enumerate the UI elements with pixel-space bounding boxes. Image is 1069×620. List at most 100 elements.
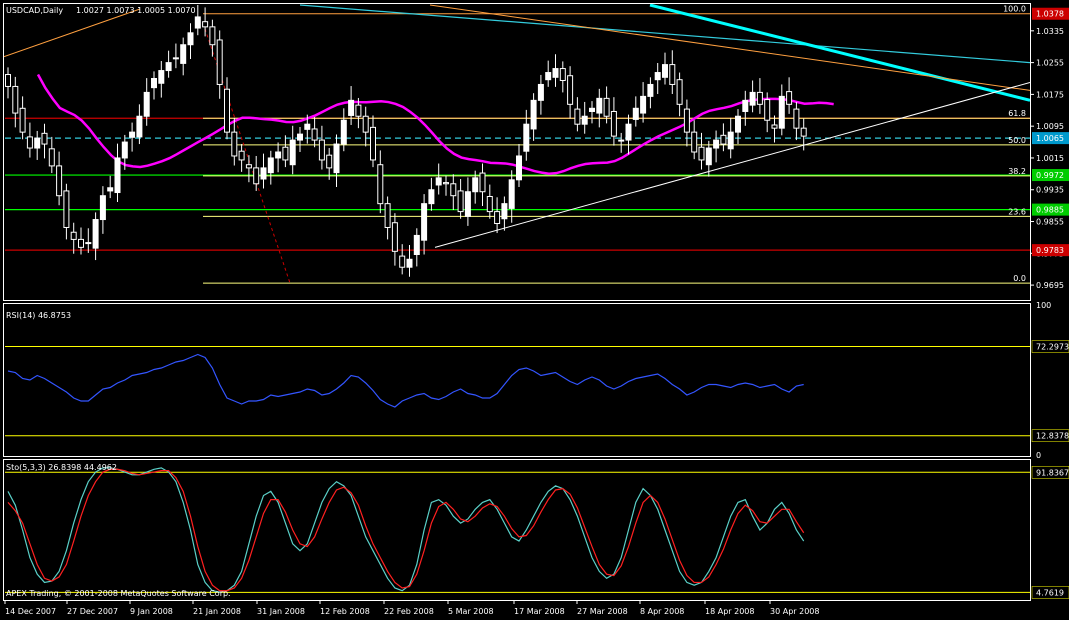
candle-body [581,115,588,125]
time-axis-label: 5 Mar 2008 [448,607,494,616]
candle-body [662,64,668,78]
price-axis-label: 0.9855 [1036,218,1064,227]
candle-body [63,190,70,228]
candle-body [764,99,771,121]
time-axis-label: 30 Apr 2008 [770,607,819,616]
price-axis-label: 0.9935 [1036,186,1064,195]
candle-body [413,234,420,256]
stoch-title: Sto(5,3,3) 26.8398 44.4962 [6,463,117,472]
time-axis-label: 17 Mar 2008 [514,607,565,616]
time-axis-label: 31 Jan 2008 [257,607,305,616]
stoch-panel[interactable] [3,459,1031,601]
candle-body [289,139,296,166]
candle-body [676,79,683,105]
candle-body [260,167,267,180]
candle-body [610,110,617,137]
rsi-axis-label: 72.2973 [1036,343,1069,352]
fib-level-label: 0.0 [1013,274,1026,283]
candle-body [421,203,428,241]
stoch-main-line [7,467,805,593]
candle-body [194,16,201,29]
candle-body [311,128,318,141]
candle-body [172,57,179,60]
candle-body [12,85,19,114]
candle-body [399,255,406,268]
candle-body [596,97,603,114]
rsi-title: RSI(14) 46.8753 [6,311,71,320]
candle-body [326,154,333,169]
fib-level-label: 61.8 [1008,109,1026,118]
candle-body [800,127,807,137]
price-axis-label: 1.0175 [1036,90,1064,99]
time-axis-label: 8 Apr 2008 [640,607,684,616]
candle-body [486,195,493,213]
candle-body [165,62,172,72]
price-panel[interactable] [3,3,1031,301]
rsi-level-tag-bg [1031,340,1069,353]
time-axis-label: 21 Jan 2008 [193,607,241,616]
chart-header-ohlc: 1.0027 1.0073 1.0005 1.0070 [76,6,196,15]
candle-body [391,222,398,252]
candle-body [282,146,289,161]
stoch-axis-label: 91.8367 [1036,468,1069,477]
rsi-line [7,353,804,408]
candle-body [749,91,756,106]
price-axis-label: 1.0335 [1036,27,1064,36]
candle-body [245,164,252,169]
rsi-axis-label: 0 [1036,451,1041,460]
candle-body [552,68,559,78]
candle-body [691,131,698,153]
price-tag-bg [1032,132,1069,145]
candle-body [625,123,632,141]
candle-body [428,189,435,205]
rsi-panel[interactable] [3,303,1031,457]
candle-body [26,136,33,149]
chart-header-symbol: USDCAD,Daily [6,6,63,15]
fib-level-label: 50.0 [1008,136,1026,145]
candle-body [370,126,376,161]
candle-body [574,108,581,125]
candle-body [209,26,216,46]
candle-body [464,191,471,217]
candle-body [494,211,501,225]
rsi-axis-label: 12.8378 [1036,432,1069,441]
price-axis-label: 1.0095 [1036,122,1064,131]
price-tag-bg [1032,244,1069,257]
candle-body [56,165,63,197]
time-axis-label: 14 Dec 2007 [5,607,56,616]
rsi-axis-label: 100 [1036,301,1051,310]
candle-body [516,155,522,181]
candle-body [683,108,690,133]
trendline-cyan-upper [299,4,1030,64]
candle-body [99,195,106,221]
candle-body [756,91,763,105]
candle-body [589,107,595,112]
candle-body [472,177,479,193]
candle-body [771,124,778,129]
candle-body [158,70,165,84]
time-axis-label: 27 Dec 2007 [67,607,118,616]
candle-body [41,132,48,145]
candle-body [435,177,442,186]
candle-body [19,107,26,133]
time-axis-label: 27 Mar 2008 [577,607,628,616]
candle-body [508,179,515,209]
price-axis-label: 1.0015 [1036,154,1064,163]
candle-body [450,183,457,197]
candle-body [238,150,245,161]
candle-body [793,108,800,129]
candle-body [216,39,223,85]
rsi-level-tag-bg [1031,429,1069,442]
candle-body [107,187,114,192]
candle-body [537,83,544,101]
candle-body [705,147,712,166]
candle-body [231,131,238,157]
fib-level-label: 100.0 [1003,5,1026,14]
moving-average-line [36,73,834,175]
candle-body [698,146,705,161]
candle-body [253,167,260,185]
candle-body [34,137,41,149]
candle-body [778,95,785,129]
candle-body [136,115,143,138]
trendline-support [434,81,1030,248]
